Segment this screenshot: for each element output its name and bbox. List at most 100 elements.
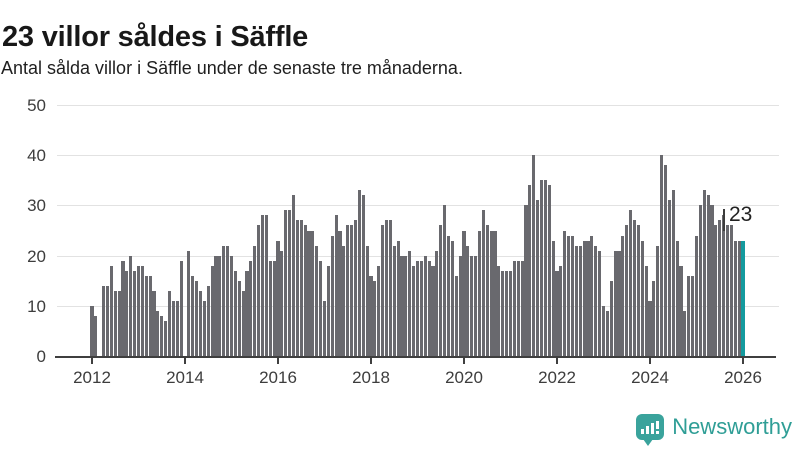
bar: [446, 235, 451, 356]
x-axis-tick: [556, 358, 558, 364]
bar: [632, 220, 637, 356]
bar: [144, 275, 148, 356]
annotation-leader-line: [723, 209, 725, 231]
x-axis-label: 2020: [445, 368, 483, 387]
bar: [125, 270, 129, 356]
bar: [621, 235, 625, 356]
bar: [431, 265, 435, 356]
bar: [311, 230, 315, 356]
bar: [501, 270, 505, 356]
bar: [167, 290, 172, 356]
bar: [222, 245, 226, 356]
newsworthy-logo: Newsworthy: [636, 414, 792, 446]
y-axis-label: 30: [27, 196, 46, 216]
bar: [710, 205, 714, 356]
annotation-value: 23: [729, 203, 753, 226]
bar: [171, 300, 175, 356]
bar: [613, 250, 617, 356]
x-axis-tick: [742, 358, 744, 364]
bar: [175, 300, 179, 356]
bar: [458, 255, 462, 356]
bar: [505, 270, 509, 356]
newsworthy-wordmark: Newsworthy: [672, 414, 792, 439]
bar: [342, 245, 346, 356]
bar: [218, 255, 222, 356]
y-axis-label: 50: [27, 96, 46, 115]
bar: [590, 235, 594, 356]
bar: [260, 215, 265, 356]
bar: [663, 165, 668, 356]
bar: [570, 235, 575, 356]
bar: [377, 265, 381, 356]
gridline: [57, 155, 779, 157]
bar: [512, 260, 516, 356]
bar: [268, 260, 272, 356]
bar: [140, 265, 144, 356]
bar: [660, 155, 664, 356]
bar: [629, 210, 633, 356]
chart-subtitle: Antal sålda villor i Säffle under de sen…: [1, 58, 463, 78]
bar: [532, 155, 536, 356]
bar: [733, 240, 737, 356]
bar: [443, 205, 447, 356]
bar: [419, 260, 423, 356]
y-axis-label: 20: [27, 246, 46, 266]
bar: [551, 240, 555, 356]
bar: [625, 225, 629, 356]
bar: [307, 230, 311, 356]
bar: [462, 230, 466, 356]
bar: [450, 240, 454, 356]
bar: [679, 265, 683, 356]
bar: [520, 260, 524, 356]
bar: [667, 200, 671, 356]
bar: [350, 225, 354, 356]
bar: [381, 225, 385, 356]
bar: [563, 230, 567, 356]
bar: [485, 225, 489, 356]
bar: [656, 245, 660, 356]
bar: [691, 275, 695, 356]
bar: [249, 260, 253, 356]
bar: [477, 230, 482, 356]
bar: [291, 195, 296, 356]
bar: [117, 290, 121, 356]
x-axis-label: 2014: [166, 368, 204, 387]
x-axis-line: [55, 356, 776, 358]
x-axis-label: 2018: [352, 368, 390, 387]
bar: [439, 225, 443, 356]
bar: [481, 210, 485, 356]
bar: [636, 225, 640, 356]
bar: [315, 245, 319, 356]
bar: [121, 260, 125, 356]
bar: [474, 255, 478, 356]
bar: [547, 185, 551, 356]
bar: [702, 190, 706, 356]
bar: [725, 225, 730, 356]
bar: [94, 315, 98, 356]
bar: [210, 265, 214, 356]
x-axis-tick: [184, 358, 186, 364]
bar: [582, 240, 586, 356]
bar: [129, 255, 133, 356]
bar: [652, 280, 656, 356]
bar: [214, 255, 218, 356]
bar: [280, 250, 284, 356]
x-axis-label: 2012: [73, 368, 111, 387]
bar: [516, 260, 520, 356]
bar-current-highlight: [741, 240, 745, 356]
x-axis-tick: [91, 358, 93, 364]
bar: [229, 255, 234, 356]
bar: [454, 275, 458, 356]
x-axis-tick: [370, 358, 372, 364]
bar: [722, 215, 726, 356]
bar: [388, 220, 392, 356]
bar: [594, 245, 598, 356]
x-axis-label: 2022: [538, 368, 576, 387]
bar: [237, 280, 241, 356]
bar: [683, 310, 687, 356]
gridline: [57, 105, 779, 106]
bar: [373, 280, 377, 356]
bar: [598, 250, 602, 356]
bar: [586, 240, 590, 356]
